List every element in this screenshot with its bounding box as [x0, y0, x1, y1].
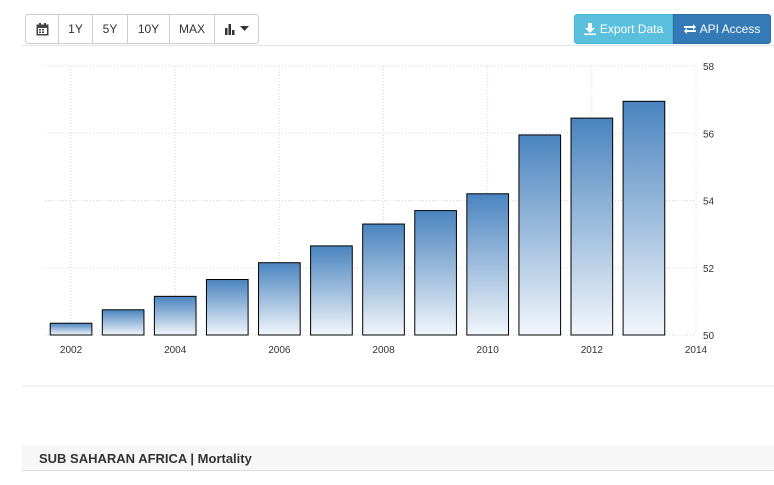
- bar-2006[interactable]: [258, 262, 301, 336]
- calendar-button[interactable]: [25, 14, 59, 44]
- x-tick-label: 2012: [581, 345, 604, 356]
- range-1y-button[interactable]: 1Y: [58, 14, 93, 44]
- x-tick-label: 2006: [268, 345, 291, 356]
- y-tick-label: 52: [703, 264, 715, 275]
- mortality-bar-chart: 50 52 54 56 58 2002 2004 2006 2008 2010 2012 2014: [45, 62, 715, 356]
- export-data-button[interactable]: Export Data: [574, 14, 673, 44]
- bar-2009[interactable]: [414, 210, 457, 336]
- bar-2013[interactable]: [622, 100, 666, 336]
- y-tick-label: 50: [703, 331, 715, 342]
- x-tick-label: 2002: [60, 345, 83, 356]
- section-header: SUB SAHARAN AFRICA | Mortality: [22, 445, 774, 471]
- chart-bottom-divider: [22, 385, 774, 387]
- x-tick-label: 2014: [685, 345, 708, 356]
- bar-2005[interactable]: [205, 279, 249, 336]
- toolbar-divider: [22, 45, 774, 46]
- action-buttons: Export Data API Access: [574, 14, 771, 44]
- export-data-label: Export Data: [599, 22, 664, 36]
- bar-2002[interactable]: [49, 322, 93, 336]
- x-tick-label: 2010: [477, 345, 500, 356]
- y-tick-label: 54: [703, 197, 715, 208]
- bar-2003[interactable]: [101, 309, 145, 336]
- chart-type-dropdown[interactable]: [214, 14, 259, 44]
- bar-2011[interactable]: [518, 134, 562, 336]
- caret-down-icon: [239, 26, 249, 31]
- api-access-button[interactable]: API Access: [673, 14, 771, 44]
- calendar-icon: [36, 22, 48, 35]
- bar-2012[interactable]: [570, 117, 614, 336]
- range-10y-button[interactable]: 10Y: [127, 14, 170, 44]
- bar-2008[interactable]: [362, 223, 405, 336]
- y-tick-label: 58: [703, 62, 715, 73]
- range-5y-button[interactable]: 5Y: [92, 14, 128, 44]
- range-max-button[interactable]: MAX: [169, 14, 215, 44]
- bar-2004[interactable]: [153, 295, 197, 336]
- bar-2007[interactable]: [310, 245, 353, 336]
- bar-chart-icon: [224, 23, 234, 35]
- bar-2010[interactable]: [466, 193, 510, 336]
- x-tick-label: 2004: [164, 345, 187, 356]
- api-access-label: API Access: [699, 22, 761, 36]
- section-title: SUB SAHARAN AFRICA | Mortality: [39, 451, 252, 466]
- range-toolbar: 1Y 5Y 10Y MAX: [25, 14, 259, 44]
- y-tick-label: 56: [703, 129, 715, 140]
- exchange-icon: [683, 24, 696, 34]
- x-tick-label: 2008: [372, 345, 395, 356]
- download-icon: [583, 23, 596, 35]
